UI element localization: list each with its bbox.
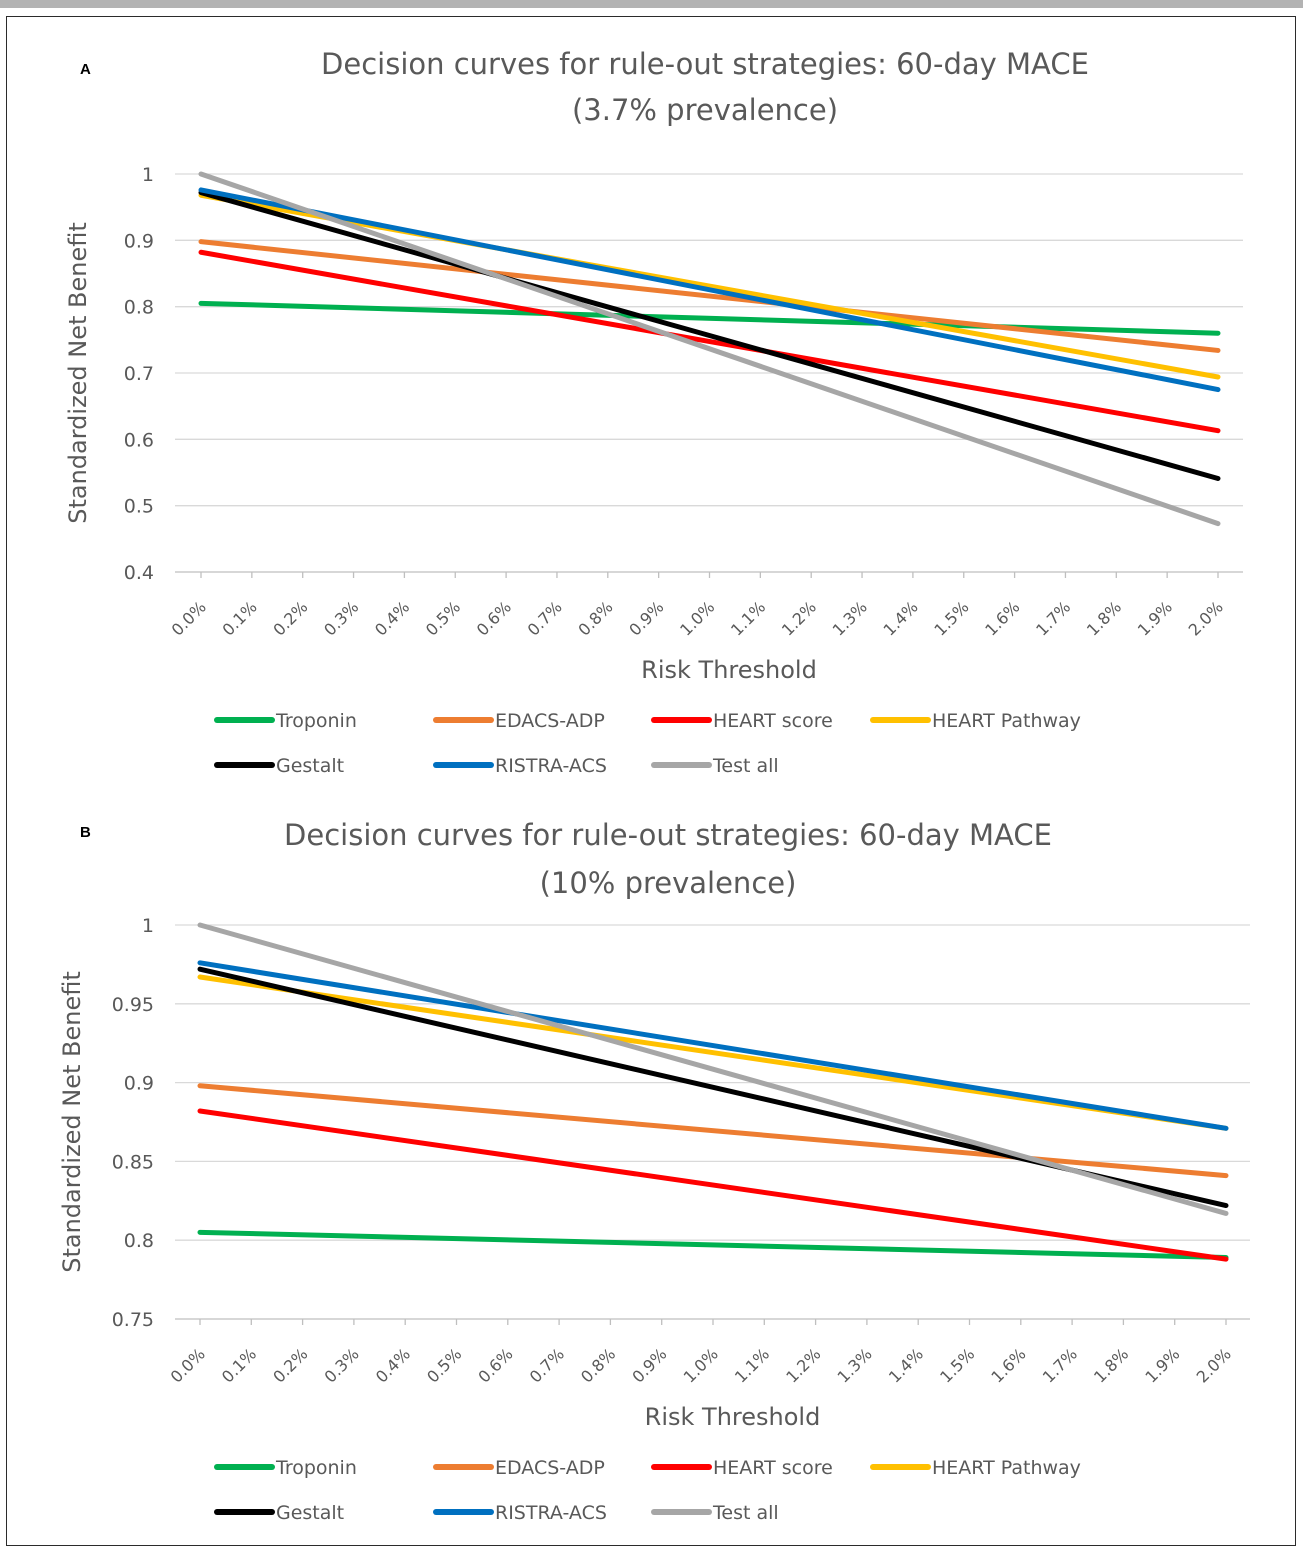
x-tick-label: 1.7% <box>1032 597 1074 639</box>
x-tick-label: 1.2% <box>782 1344 824 1386</box>
y-tick-label: 0.8 <box>124 1230 154 1252</box>
x-tick-label: 1.9% <box>1134 597 1176 639</box>
y-tick-label: 0.75 <box>112 1309 154 1331</box>
x-tick-label: 1.4% <box>880 597 922 639</box>
x-tick-label: 1.8% <box>1090 1344 1132 1386</box>
y-tick-label: 0.9 <box>124 1073 154 1095</box>
y-axis-title: Standardized Net Benefit <box>58 971 86 1273</box>
x-tick-label: 1.0% <box>680 1344 722 1386</box>
x-axis-title: Risk Threshold <box>641 656 817 684</box>
series-line-ristra-acs <box>197 960 1229 1131</box>
x-tick-label: 0.5% <box>422 597 464 639</box>
x-tick-label: 0.4% <box>372 1344 414 1386</box>
y-tick-label: 1 <box>142 164 154 186</box>
x-tick-label: 0.8% <box>577 1344 619 1386</box>
x-tick-label: 1.3% <box>834 1344 876 1386</box>
x-tick-label: 1.6% <box>981 597 1023 639</box>
x-tick-label: 0.0% <box>168 597 210 639</box>
legend-label-heart-pathway: HEART Pathway <box>932 1457 1081 1479</box>
y-tick-label: 1 <box>142 915 154 937</box>
x-tick-label: 0.7% <box>524 597 566 639</box>
x-tick-label: 1.5% <box>930 597 972 639</box>
x-tick-label: 0.3% <box>320 597 362 639</box>
x-tick-label: 1.9% <box>1141 1344 1183 1386</box>
series-line-gestalt <box>198 190 1221 481</box>
x-tick-label: 0.0% <box>167 1344 209 1386</box>
series-line-troponin <box>198 300 1221 336</box>
y-tick-label: 0.4 <box>124 562 154 584</box>
series-line-heart-score <box>197 1108 1229 1262</box>
series-line-edacs-adp <box>198 239 1221 353</box>
chart-title-line-2: (10% prevalence) <box>540 866 797 900</box>
top-rule <box>0 0 1303 8</box>
y-tick-label: 0.8 <box>124 297 154 319</box>
y-axis-title: Standardized Net Benefit <box>64 222 92 524</box>
legend-label-troponin: Troponin <box>275 710 357 732</box>
x-tick-label: 1.8% <box>1083 597 1125 639</box>
x-tick-label: 0.7% <box>526 1344 568 1386</box>
x-tick-label: 2.0% <box>1193 1344 1235 1386</box>
legend-label-heart-score: HEART score <box>713 1457 833 1479</box>
series-line-troponin <box>197 1229 1229 1261</box>
chart-title-line-1: Decision curves for rule-out strategies:… <box>321 47 1089 81</box>
x-tick-label: 0.1% <box>218 597 260 639</box>
x-tick-label: 1.4% <box>885 1344 927 1386</box>
y-tick-label: 0.95 <box>112 994 154 1016</box>
x-tick-label: 1.1% <box>731 1344 773 1386</box>
legend-label-ristra-acs: RISTRA-ACS <box>495 755 607 777</box>
x-tick-label: 1.0% <box>676 597 718 639</box>
x-tick-label: 0.8% <box>574 597 616 639</box>
x-tick-label: 2.0% <box>1185 597 1227 639</box>
x-tick-label: 1.1% <box>727 597 769 639</box>
x-tick-label: 0.9% <box>628 1344 670 1386</box>
legend-label-edacs-adp: EDACS-ADP <box>495 1457 605 1479</box>
legend-label-edacs-adp: EDACS-ADP <box>495 710 605 732</box>
x-tick-label: 0.6% <box>474 1344 516 1386</box>
x-tick-label: 1.7% <box>1039 1344 1081 1386</box>
y-tick-label: 0.5 <box>124 496 154 518</box>
legend-label-test-all: Test all <box>712 1502 779 1524</box>
chart-title-line-1: Decision curves for rule-out strategies:… <box>284 818 1052 852</box>
panel-a-chart: A Decision curves for rule-out strategies… <box>64 47 1243 777</box>
series-line-heart-score <box>198 249 1221 434</box>
y-tick-label: 0.7 <box>124 363 154 385</box>
series-line-test-all <box>198 171 1221 527</box>
series-line-test-all <box>197 922 1229 1216</box>
legend-label-test-all: Test all <box>712 755 779 777</box>
legend-label-heart-score: HEART score <box>713 710 833 732</box>
x-tick-label: 0.9% <box>625 597 667 639</box>
x-tick-label: 0.3% <box>321 1344 363 1386</box>
legend-label-troponin: Troponin <box>275 1457 357 1479</box>
x-tick-label: 0.1% <box>218 1344 260 1386</box>
legend-label-ristra-acs: RISTRA-ACS <box>495 1502 607 1524</box>
x-tick-label: 0.4% <box>371 597 413 639</box>
panel-label-a: A <box>80 61 91 78</box>
series-line-ristra-acs <box>198 187 1221 393</box>
panel-b-chart: B Decision curves for rule-out strategies… <box>58 818 1250 1524</box>
x-tick-label: 0.5% <box>423 1344 465 1386</box>
y-tick-label: 0.9 <box>124 230 154 252</box>
y-tick-label: 0.85 <box>112 1151 154 1173</box>
x-tick-label: 0.2% <box>269 597 311 639</box>
y-tick-label: 0.6 <box>124 429 154 451</box>
x-tick-label: 1.5% <box>936 1344 978 1386</box>
x-tick-label: 0.2% <box>269 1344 311 1386</box>
legend-label-gestalt: Gestalt <box>276 755 344 777</box>
legend-label-heart-pathway: HEART Pathway <box>932 710 1081 732</box>
x-axis-title: Risk Threshold <box>645 1403 821 1431</box>
series-line-edacs-adp <box>197 1083 1229 1179</box>
panel-label-b: B <box>80 824 91 841</box>
chart-title-line-2: (3.7% prevalence) <box>572 93 838 127</box>
x-tick-label: 1.2% <box>778 597 820 639</box>
x-tick-label: 1.6% <box>987 1344 1029 1386</box>
x-tick-label: 1.3% <box>829 597 871 639</box>
legend-label-gestalt: Gestalt <box>276 1502 344 1524</box>
x-tick-label: 0.6% <box>473 597 515 639</box>
